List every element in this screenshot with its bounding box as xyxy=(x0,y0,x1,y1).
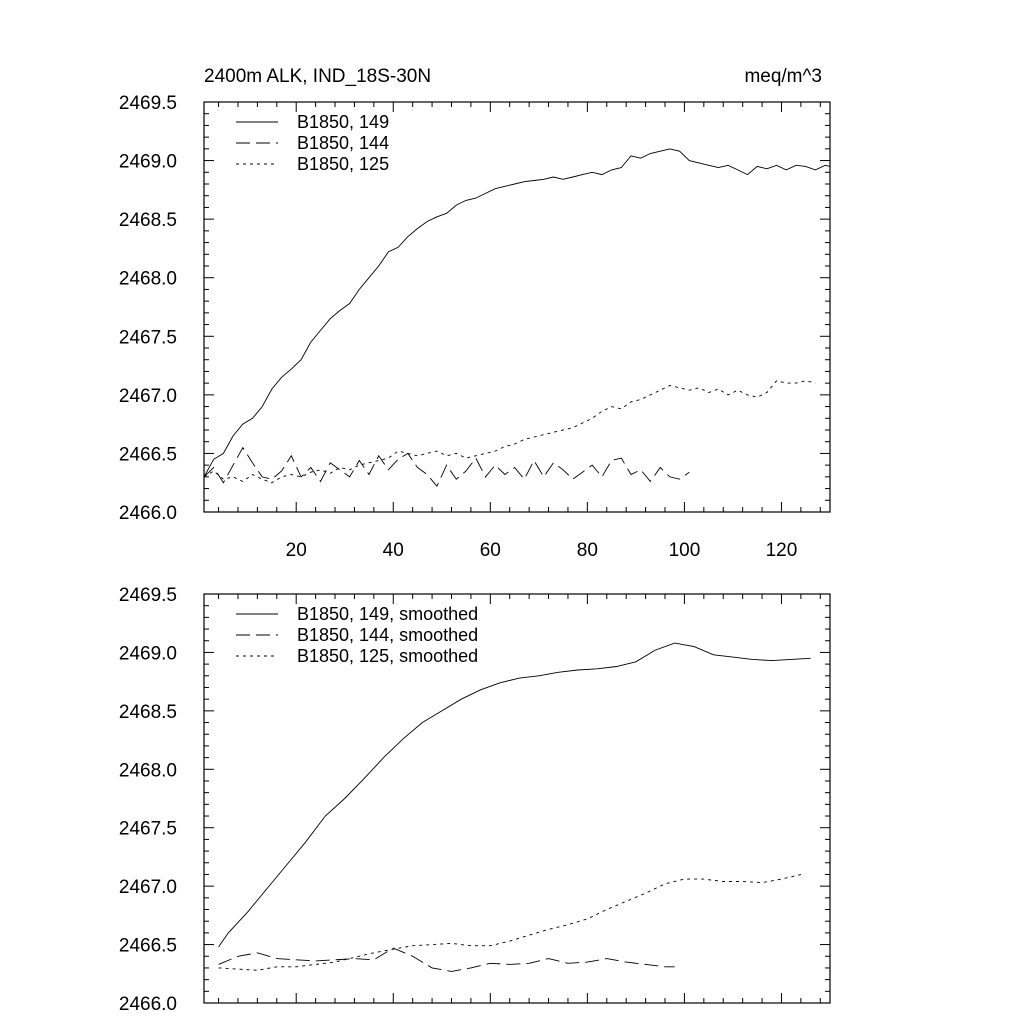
top-series-dashed-line xyxy=(203,446,690,488)
top-panel-title: 2400m ALK, IND_18S-30N xyxy=(204,66,431,87)
top-y-tick-label: 2466.5 xyxy=(119,444,177,465)
top-y-tick-label: 2466.0 xyxy=(119,503,177,524)
top-legend-label: B1850, 149 xyxy=(297,112,389,132)
top-x-tick-label: 20 xyxy=(286,540,307,561)
bottom-y-tick-label: 2467.0 xyxy=(119,877,177,898)
top-legend-label: B1850, 144 xyxy=(297,133,389,153)
top-x-tick-label: 100 xyxy=(669,540,701,561)
bottom-y-tick-label: 2466.0 xyxy=(119,994,177,1015)
top-x-tick-label: 60 xyxy=(480,540,501,561)
bottom-series-dashed-line xyxy=(218,947,675,972)
bottom-y-tick-label: 2468.5 xyxy=(119,702,177,723)
bottom-y-tick-label: 2468.0 xyxy=(119,760,177,781)
top-y-tick-label: 2467.5 xyxy=(119,327,177,348)
top-series-dotted-line xyxy=(203,380,816,484)
top-x-tick-label: 40 xyxy=(383,540,404,561)
top-legend-label: B1850, 125 xyxy=(297,154,389,174)
top-y-tick-label: 2467.0 xyxy=(119,386,177,407)
top-panel: 2400m ALK, IND_18S-30N meq/m^3 2466.0 246… xyxy=(119,66,831,561)
top-series-solid-line xyxy=(203,148,831,478)
bottom-y-tick-label: 2469.5 xyxy=(119,585,177,606)
top-x-tick-label: 120 xyxy=(766,540,798,561)
bottom-legend-label: B1850, 144, smoothed xyxy=(297,625,478,645)
bottom-series-dotted-line xyxy=(218,874,802,971)
bottom-legend-label: B1850, 125, smoothed xyxy=(297,646,478,666)
bottom-y-tick-label: 2466.5 xyxy=(119,936,177,957)
bottom-legend-label: B1850, 149, smoothed xyxy=(297,604,478,624)
top-panel-units: meq/m^3 xyxy=(744,66,822,87)
bottom-y-tick-label: 2469.0 xyxy=(119,643,177,664)
top-plot-frame xyxy=(203,101,831,513)
bottom-plot-frame xyxy=(203,593,831,1004)
top-y-tick-label: 2468.0 xyxy=(119,269,177,290)
top-y-tick-label: 2469.0 xyxy=(119,152,177,173)
top-y-tick-label: 2468.5 xyxy=(119,210,177,231)
bottom-y-tick-label: 2467.5 xyxy=(119,819,177,840)
top-x-tick-label: 80 xyxy=(577,540,598,561)
bottom-series-solid-line xyxy=(218,642,811,948)
bottom-panel: 2466.0 2466.5 2467.0 2467.5 2468.0 2468.5 2469… xyxy=(119,585,831,1015)
top-y-tick-label: 2469.5 xyxy=(119,93,177,114)
